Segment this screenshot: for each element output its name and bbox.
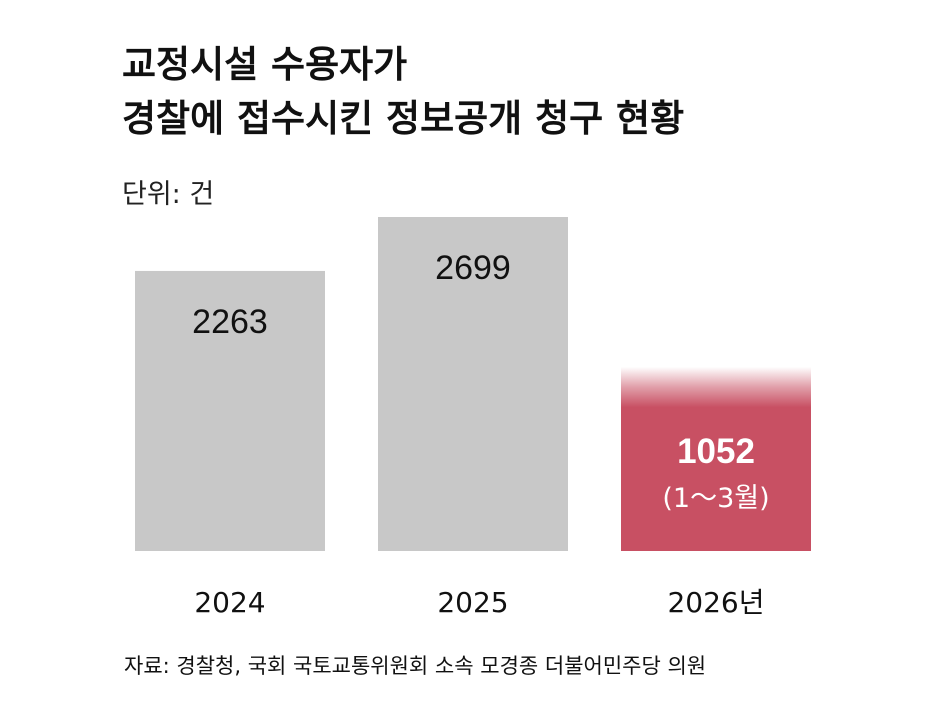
value-sublabel-2026년: (1～3월): [662, 483, 769, 514]
category-label-2024: 2024: [194, 586, 265, 619]
category-label-2025: 2025: [437, 586, 508, 619]
value-label-2026년: 1052: [677, 432, 755, 471]
labels-layer: 2263 2699 1052 (1～3월): [192, 249, 769, 514]
category-labels-layer: 2024 2025 2026년: [194, 586, 764, 619]
chart-title-line-2: 경찰에 접수시킨 정보공개 청구 현황: [122, 97, 685, 140]
source-note: 자료: 경찰청, 국회 국토교통위원회 소속 모경종 더불어민주당 의원: [124, 654, 707, 678]
bar-2024: [135, 270, 325, 551]
bar-chart: 2263 2699 1052 (1～3월) 2024 2025 2026년: [135, 217, 811, 619]
chart-title-line-1: 교정시설 수용자가: [122, 43, 408, 86]
bars-layer: [135, 217, 811, 551]
value-label-2024: 2263: [192, 303, 268, 341]
bar-2026년: [621, 366, 811, 551]
bar-2025: [378, 217, 568, 551]
chart-title: 교정시설 수용자가 경찰에 접수시킨 정보공개 청구 현황: [122, 38, 684, 146]
value-label-2025: 2699: [435, 249, 511, 287]
unit-label: 단위: 건: [122, 179, 215, 210]
category-label-2026년: 2026년: [667, 586, 764, 619]
